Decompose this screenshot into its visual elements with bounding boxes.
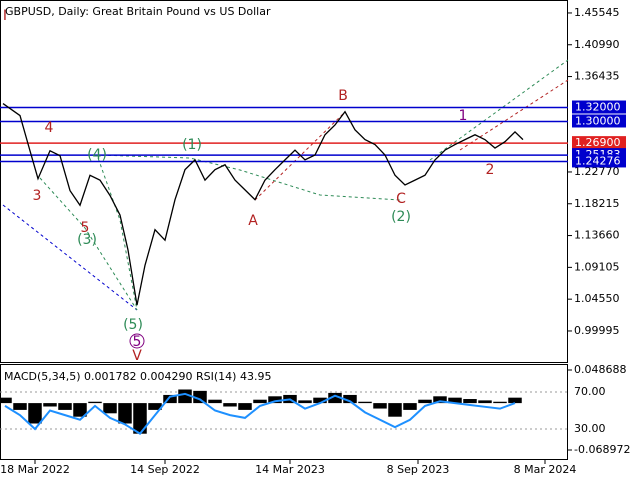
macd-bar — [58, 403, 72, 410]
macd-bar — [0, 397, 12, 404]
y2-tick-label: 70.00 — [574, 385, 606, 398]
y-tick-label: 1.18215 — [574, 197, 620, 210]
wave-label: 2 — [486, 162, 495, 178]
macd-bar — [28, 403, 42, 424]
macd-bar — [358, 401, 372, 404]
level-label: 1.26900 — [575, 136, 621, 149]
wave-label: 1 — [459, 108, 468, 124]
level-label: 1.24276 — [575, 154, 621, 167]
x-tick-label: 14 Sep 2022 — [130, 463, 200, 476]
y-tick-label: 0.99995 — [574, 324, 620, 337]
wave-label: 5 — [133, 334, 142, 350]
y-tick-label: 1.09105 — [574, 260, 620, 273]
level-box — [572, 154, 626, 168]
macd-bar — [148, 403, 162, 410]
level-box — [572, 114, 626, 128]
macd-bar — [493, 401, 507, 404]
y-tick-label: 1.40990 — [574, 38, 620, 51]
macd-bar — [13, 403, 27, 410]
macd-bar — [193, 390, 207, 404]
macd-bar — [388, 403, 402, 417]
macd-bar — [178, 389, 192, 404]
level-box — [572, 100, 626, 114]
y-tick-label: 1.13660 — [574, 229, 620, 242]
guide — [2, 204, 138, 311]
indicator-frame — [0, 364, 568, 460]
wave-label: 3 — [33, 188, 42, 204]
wave-label: 4 — [45, 120, 54, 136]
guide — [429, 59, 569, 161]
macd-bar — [223, 403, 237, 407]
macd-bar — [403, 403, 417, 410]
macd-bar — [268, 396, 282, 404]
level-label: 1.30000 — [575, 114, 621, 127]
wave-label: C — [396, 191, 406, 207]
wave-label: I — [3, 8, 7, 24]
macd-bar — [298, 400, 312, 404]
wave-label: (4) — [87, 147, 107, 163]
wave-label: (1) — [182, 137, 202, 153]
macd-bar — [313, 397, 327, 404]
wave-label: (5) — [123, 317, 143, 333]
price-line — [2, 103, 524, 306]
macd-bar — [508, 397, 522, 404]
macd-bar — [463, 399, 477, 404]
price-frame — [0, 0, 568, 363]
y-tick-label: 1.45545 — [574, 6, 620, 19]
y-tick-label: 0.048688 — [574, 363, 627, 376]
wave-label: (2) — [391, 209, 411, 225]
macd-bar — [448, 397, 462, 404]
y-tick-label: 1.22770 — [574, 165, 620, 178]
macd-bar — [328, 392, 342, 404]
y-tick-label: -0.068972 — [574, 443, 630, 456]
macd-bar — [73, 403, 87, 417]
y-tick-label: 1.04550 — [574, 292, 620, 305]
level-label: 1.32000 — [575, 101, 621, 114]
macd-bar — [88, 401, 102, 404]
x-tick-label: 8 Mar 2024 — [514, 463, 577, 476]
macd-bar — [238, 403, 252, 410]
y2-tick-label: 30.00 — [574, 422, 606, 435]
rsi-line — [4, 392, 516, 435]
level-box — [572, 136, 626, 150]
macd-bar — [163, 394, 177, 404]
wave-label: B — [338, 88, 348, 104]
macd-bar — [478, 400, 492, 404]
x-tick-label: 8 Sep 2023 — [387, 463, 450, 476]
wave-label: 5 — [81, 220, 90, 236]
wave-label: (3) — [77, 232, 97, 248]
indicator-title: MACD(5,34,5) 0.001782 0.004290 RSI(14) 4… — [4, 370, 271, 383]
x-tick-label: 18 Mar 2022 — [0, 463, 70, 476]
macd-bar — [433, 396, 447, 404]
wave-label: V — [132, 348, 142, 364]
macd-bar — [133, 403, 147, 434]
chart-title: GBPUSD, Daily: Great Britain Pound vs US… — [5, 5, 271, 18]
wave-circle — [129, 333, 145, 349]
macd-bar — [118, 403, 132, 424]
macd-bar — [373, 403, 387, 409]
macd-bar — [253, 399, 267, 404]
guide — [254, 111, 346, 201]
y-tick-label: 1.36435 — [574, 70, 620, 83]
wave-label: A — [248, 213, 258, 229]
macd-bar — [43, 403, 57, 407]
macd-bar — [418, 399, 432, 404]
x-tick-label: 14 Mar 2023 — [255, 463, 325, 476]
macd-bar — [208, 399, 222, 404]
macd-bar — [343, 394, 357, 404]
macd-bar — [103, 403, 117, 414]
